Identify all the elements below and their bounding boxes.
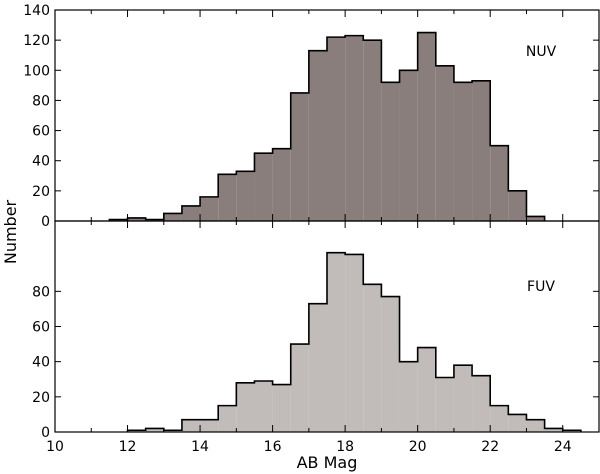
fuv-bar <box>417 347 436 432</box>
x-tick-label: 14 <box>191 439 209 455</box>
nuv-bar <box>236 171 255 221</box>
fuv-bar <box>435 377 454 432</box>
nuv-bar <box>363 40 382 222</box>
fuv-bar <box>236 382 255 432</box>
x-tick-label: 18 <box>336 439 354 455</box>
x-axis-label: AB Mag <box>297 453 358 472</box>
nuv-y-tick-label: 40 <box>32 154 50 170</box>
nuv-bar <box>435 65 454 221</box>
nuv-y-tick-label: 120 <box>23 33 50 49</box>
fuv-histogram-outline <box>126 251 582 432</box>
fuv-bar <box>562 430 581 432</box>
fuv-bar <box>363 284 382 432</box>
nuv-bar <box>200 196 219 221</box>
fuv-bar <box>200 419 219 432</box>
nuv-bar <box>381 82 400 221</box>
x-tick-label: 20 <box>409 439 427 455</box>
fuv-panel-label: FUV <box>527 279 555 295</box>
nuv-histogram-outline <box>108 31 546 221</box>
fuv-bar <box>526 419 545 432</box>
fuv-bar <box>272 384 291 432</box>
x-tick-label: 12 <box>119 439 137 455</box>
fuv-bar <box>290 344 309 432</box>
nuv-panel-label: NUV <box>526 44 557 60</box>
nuv-bar <box>508 190 527 221</box>
nuv-bar <box>526 216 545 221</box>
x-tick-label: 24 <box>554 439 572 455</box>
nuv-y-tick-label: 100 <box>23 63 50 79</box>
fuv-y-tick-label: 60 <box>32 320 50 336</box>
nuv-y-tick-label: 0 <box>41 214 50 230</box>
fuv-bar <box>490 405 509 432</box>
fuv-bar <box>453 365 473 432</box>
fuv-y-tick-label: 80 <box>32 284 50 300</box>
fuv-bar <box>218 405 237 432</box>
fuv-bar <box>544 428 563 432</box>
nuv-y-tick-label: 60 <box>32 124 50 140</box>
fuv-bar <box>327 252 346 432</box>
nuv-bar <box>181 205 201 221</box>
x-tick-label: 16 <box>264 439 282 455</box>
nuv-bar <box>127 217 146 221</box>
nuv-bar <box>290 92 309 222</box>
nuv-y-tick-label: 20 <box>32 184 50 200</box>
nuv-bar <box>218 174 237 221</box>
fuv-y-tick-label: 20 <box>32 390 50 406</box>
fuv-bar <box>127 430 146 432</box>
fuv-bar <box>399 361 418 432</box>
nuv-bar <box>472 80 491 221</box>
nuv-bar <box>399 70 418 222</box>
nuv-bar <box>308 50 327 221</box>
nuv-y-tick-label: 140 <box>23 3 50 19</box>
nuv-panel: 0 20 40 60 80 100 120 140 NUV <box>23 3 600 230</box>
fuv-bar <box>508 414 527 432</box>
fuv-bar <box>381 296 400 432</box>
fuv-bar <box>163 430 182 432</box>
y-axis-label: Number <box>1 199 20 264</box>
fuv-bar <box>181 419 201 432</box>
fuv-bar <box>308 303 327 432</box>
fuv-bar <box>145 428 164 432</box>
nuv-bar <box>163 213 182 221</box>
nuv-y-tick-label: 80 <box>32 93 50 109</box>
fuv-bar <box>345 254 364 432</box>
nuv-bar <box>490 145 509 221</box>
fuv-bar <box>472 375 491 432</box>
nuv-bar <box>453 82 473 221</box>
fuv-y-tick-label: 40 <box>32 355 50 371</box>
fuv-bar <box>254 381 273 432</box>
x-tick-label: 10 <box>46 439 64 455</box>
nuv-bar <box>417 32 436 221</box>
fuv-y-tick-label: 0 <box>41 425 50 441</box>
fuv-panel: 0 20 40 60 80 10 12 14 16 18 20 22 24 FUV <box>32 220 600 455</box>
nuv-bar <box>327 37 346 221</box>
nuv-bar <box>254 153 273 221</box>
x-tick-label: 22 <box>481 439 499 455</box>
nuv-bar <box>272 148 291 221</box>
nuv-bar <box>345 35 364 221</box>
